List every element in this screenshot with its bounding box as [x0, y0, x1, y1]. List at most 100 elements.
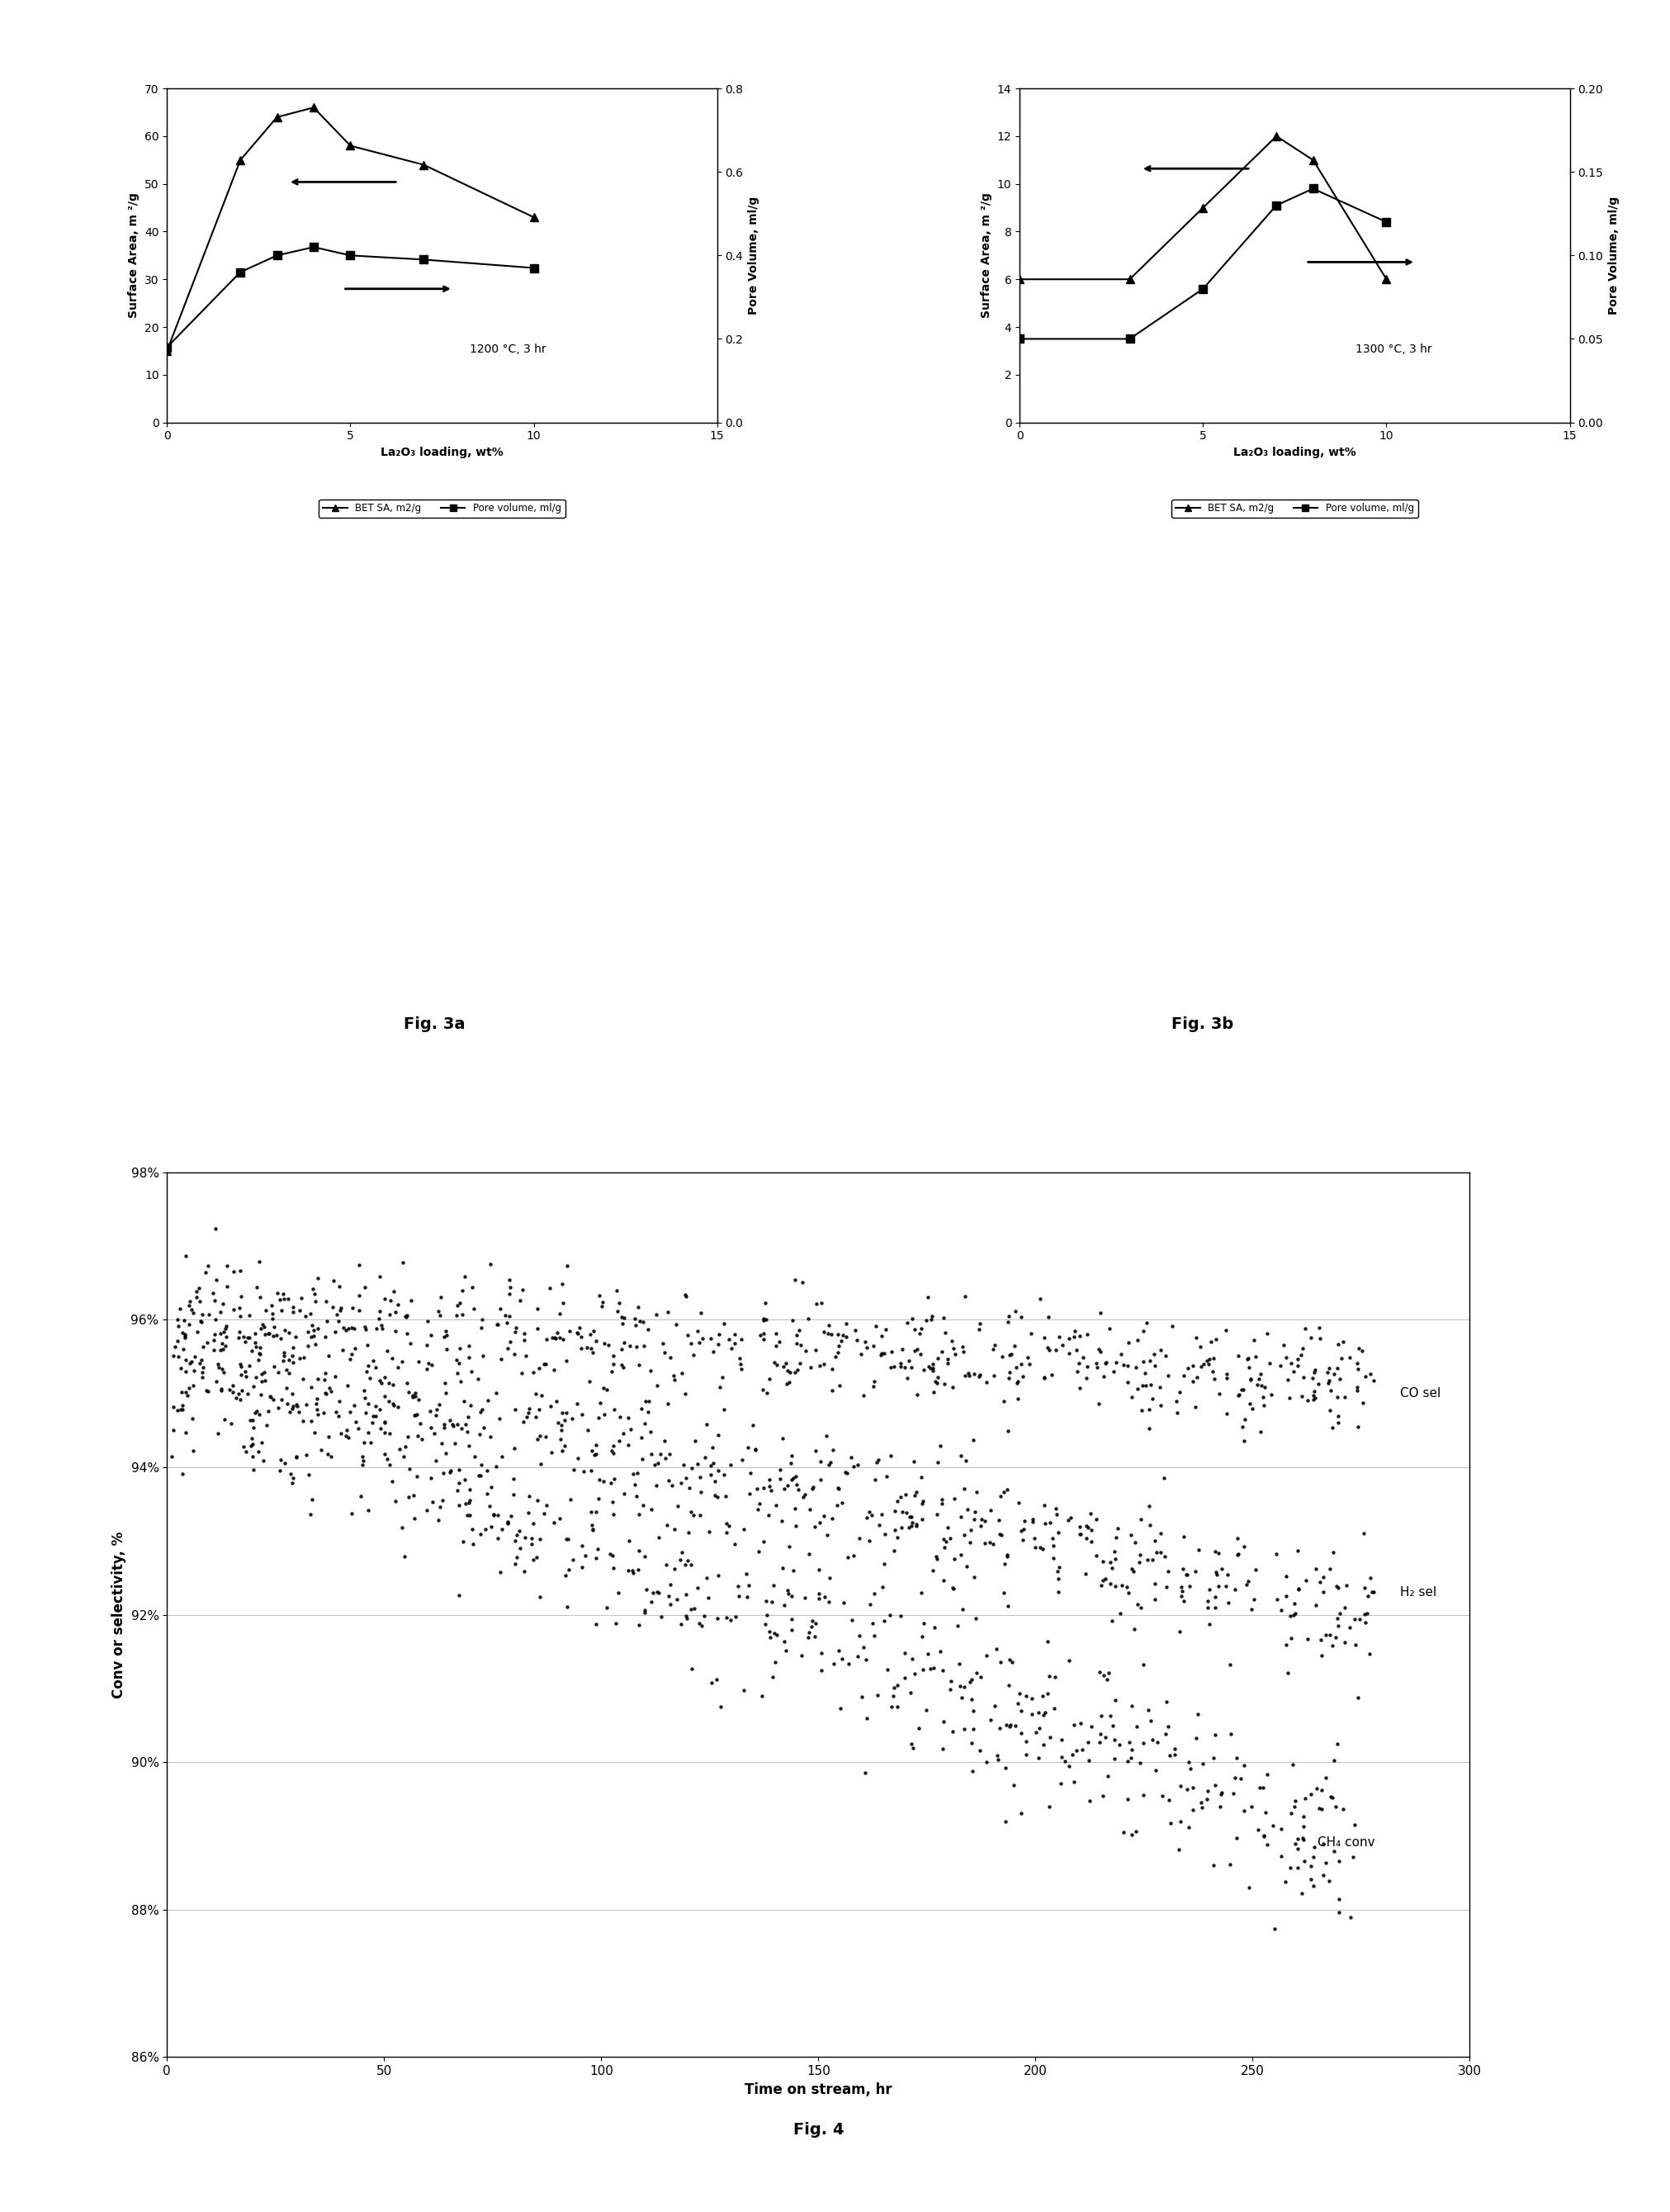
Point — [165, 1310, 192, 1345]
Point — [160, 1411, 187, 1447]
Point — [1351, 1515, 1378, 1551]
Point — [444, 1473, 471, 1509]
Point — [235, 1321, 262, 1356]
Point — [733, 1579, 760, 1615]
Point — [757, 1473, 783, 1509]
Point — [681, 1422, 708, 1458]
Point — [389, 1345, 416, 1380]
Point — [1005, 1677, 1032, 1712]
Point — [1202, 1555, 1229, 1590]
Point — [797, 1491, 823, 1526]
Point — [279, 1345, 306, 1380]
Point — [524, 1312, 551, 1347]
Point — [1065, 1515, 1092, 1551]
Point — [1298, 1860, 1324, 1896]
Point — [995, 1305, 1022, 1340]
Point — [1101, 1354, 1127, 1389]
Point — [1268, 1812, 1294, 1847]
Point — [797, 1535, 823, 1571]
Point — [564, 1316, 591, 1352]
Point — [204, 1416, 230, 1451]
Point — [239, 1420, 266, 1455]
Point — [418, 1409, 444, 1444]
Point — [377, 1283, 404, 1318]
Point — [466, 1416, 493, 1451]
Point — [376, 1382, 402, 1418]
Point — [838, 1601, 865, 1637]
Point — [1064, 1354, 1091, 1389]
Point — [593, 1371, 620, 1407]
Point — [1055, 1644, 1082, 1679]
Point — [456, 1498, 483, 1533]
Point — [1077, 1524, 1104, 1559]
Point — [391, 1438, 418, 1473]
Point — [1341, 1601, 1368, 1637]
Point — [780, 1460, 807, 1495]
Point — [1119, 1816, 1146, 1851]
Point — [1045, 1548, 1072, 1584]
Point — [1107, 1336, 1134, 1371]
Point — [396, 1374, 423, 1409]
Point — [735, 1431, 762, 1467]
Point — [967, 1305, 994, 1340]
Point — [194, 1325, 220, 1360]
Point — [872, 1517, 898, 1553]
Point — [1258, 1378, 1284, 1413]
Point — [327, 1290, 354, 1325]
Point — [1049, 1723, 1075, 1759]
Point — [583, 1606, 610, 1641]
Point — [264, 1389, 291, 1425]
Point — [661, 1551, 688, 1586]
Point — [493, 1305, 519, 1340]
Point — [175, 1287, 202, 1323]
Legend: BET SA, m2/g, Pore volume, ml/g: BET SA, m2/g, Pore volume, ml/g — [319, 500, 564, 518]
Point — [576, 1316, 603, 1352]
Point — [1084, 1537, 1111, 1573]
Point — [1122, 1814, 1149, 1849]
Point — [1293, 1312, 1319, 1347]
Point — [952, 1358, 979, 1394]
Point — [392, 1298, 419, 1334]
Point — [778, 1303, 805, 1338]
Point — [924, 1542, 950, 1577]
Point — [755, 1498, 782, 1533]
Point — [656, 1577, 683, 1613]
Point — [449, 1296, 476, 1332]
Point — [446, 1467, 473, 1502]
Point — [631, 1595, 658, 1630]
Point — [247, 1356, 274, 1391]
Point — [189, 1343, 215, 1378]
Point — [1032, 1506, 1059, 1542]
Point — [1206, 1568, 1232, 1604]
Point — [620, 1553, 646, 1588]
Point — [977, 1493, 1004, 1528]
Point — [371, 1436, 397, 1471]
Point — [1309, 1858, 1336, 1893]
Point — [990, 1475, 1017, 1511]
Point — [625, 1498, 651, 1533]
Point — [853, 1329, 880, 1365]
Point — [1301, 1378, 1328, 1413]
Text: CH₄ conv: CH₄ conv — [1318, 1836, 1374, 1849]
Point — [855, 1524, 882, 1559]
Point — [763, 1617, 790, 1652]
Point — [1019, 1502, 1045, 1537]
Point — [1316, 1394, 1343, 1429]
Point — [1064, 1732, 1091, 1767]
Point — [898, 1301, 925, 1336]
Point — [645, 1520, 671, 1555]
Point — [1129, 1367, 1156, 1402]
Point — [693, 1559, 720, 1595]
Point — [214, 1270, 240, 1305]
Point — [513, 1338, 539, 1374]
Point — [1179, 1770, 1206, 1805]
Point — [1057, 1500, 1084, 1535]
Point — [1249, 1770, 1276, 1805]
Point — [868, 1318, 895, 1354]
Point — [995, 1668, 1022, 1703]
Point — [451, 1259, 478, 1294]
Point — [843, 1323, 870, 1358]
Point — [1182, 1389, 1209, 1425]
Point — [1035, 1790, 1062, 1825]
Point — [1206, 1376, 1232, 1411]
